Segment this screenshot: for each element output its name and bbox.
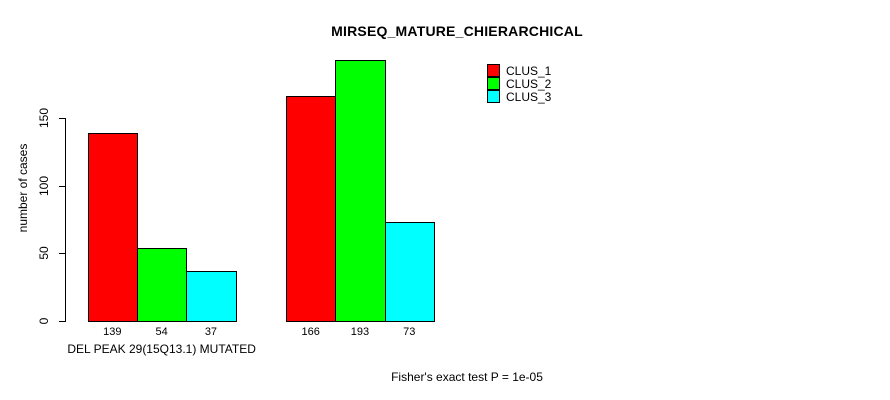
- bar-clus_2-group2: [335, 60, 386, 322]
- legend-label: CLUS_2: [506, 76, 552, 91]
- legend-item-clus_2: CLUS_2: [487, 76, 552, 91]
- bar-clus_1-group1: [88, 133, 138, 322]
- y-tick-mark: [59, 186, 65, 187]
- bar-value-label: 37: [204, 326, 218, 338]
- legend-swatch-icon: [487, 77, 500, 90]
- footnote: Fisher's exact test P = 1e-05: [391, 370, 543, 384]
- bar-clus_1-group2: [286, 96, 336, 322]
- legend-label: CLUS_1: [506, 63, 552, 78]
- legend-item-clus_1: CLUS_1: [487, 63, 552, 78]
- x-axis-group-label: DEL PEAK 29(15Q13.1) MUTATED: [67, 342, 256, 356]
- y-tick-mark: [59, 321, 65, 322]
- y-tick-label: 100: [37, 175, 51, 197]
- bar-clus_3-group2: [385, 222, 435, 322]
- legend-item-clus_3: CLUS_3: [487, 89, 552, 104]
- bar-value-label: 73: [403, 326, 416, 338]
- y-axis-line: [65, 118, 66, 322]
- legend-label: CLUS_3: [506, 89, 552, 104]
- legend-swatch-icon: [487, 90, 500, 103]
- bar-clus_3-group1: [186, 271, 237, 322]
- chart-title: MIRSEQ_MATURE_CHIERARCHICAL: [331, 23, 583, 39]
- y-axis-label: number of cases: [16, 143, 30, 233]
- bar-clus_2-group1: [137, 248, 187, 322]
- y-tick-label: 150: [37, 107, 51, 129]
- legend: CLUS_1 CLUS_2 CLUS_3: [487, 63, 552, 104]
- y-tick-mark: [59, 253, 65, 254]
- y-tick-mark: [59, 118, 65, 119]
- bar-value-label: 54: [155, 326, 168, 338]
- y-tick-label: 50: [37, 246, 51, 260]
- y-tick-label: 0: [37, 317, 51, 325]
- bar-value-label: 139: [103, 326, 122, 338]
- legend-swatch-icon: [487, 64, 500, 77]
- bar-value-label: 193: [350, 326, 370, 338]
- bar-value-label: 166: [301, 326, 320, 338]
